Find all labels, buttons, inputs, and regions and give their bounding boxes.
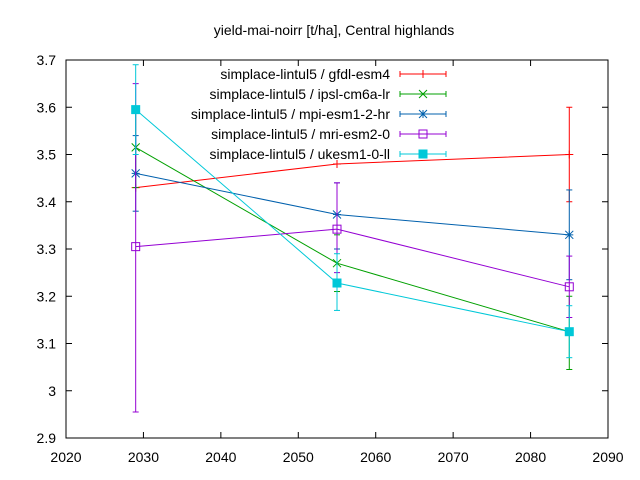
data-point xyxy=(332,278,342,288)
y-tick-label: 3.7 xyxy=(37,52,57,68)
x-tick-label: 2020 xyxy=(50,449,81,465)
series-line xyxy=(135,146,570,333)
x-tick-label: 2030 xyxy=(128,449,159,465)
legend-label: simplace-lintul5 / mri-esm2-0 xyxy=(211,126,390,142)
legend-marker xyxy=(419,70,427,78)
y-tick-label: 3.6 xyxy=(37,99,57,115)
legend-marker xyxy=(418,109,428,119)
y-tick-label: 2.9 xyxy=(37,430,57,446)
y-tick-label: 3.4 xyxy=(37,194,57,210)
series-layer xyxy=(131,64,574,413)
data-point xyxy=(564,327,574,337)
legend-label: simplace-lintul5 / ipsl-cm6a-lr xyxy=(210,86,391,102)
data-point xyxy=(565,150,574,159)
x-tick-label: 2070 xyxy=(438,449,469,465)
data-point xyxy=(332,224,342,234)
y-tick-label: 3.1 xyxy=(37,336,57,352)
series-line xyxy=(135,228,570,288)
data-point xyxy=(131,105,141,115)
legend-marker xyxy=(418,129,428,139)
legend-label: simplace-lintul5 / gfdl-esm4 xyxy=(220,66,390,82)
data-point xyxy=(333,159,341,168)
y-tick-label: 3 xyxy=(48,383,56,399)
y-tick-label: 3.2 xyxy=(37,288,57,304)
x-tick-label: 2050 xyxy=(283,449,314,465)
legend: simplace-lintul5 / gfdl-esm4 simplace-lin… xyxy=(191,66,447,162)
x-tick-label: 2080 xyxy=(515,449,546,465)
legend-label: simplace-lintul5 / mpi-esm1-2-hr xyxy=(191,106,391,122)
data-point xyxy=(564,230,574,240)
legend-label: simplace-lintul5 / ukesm1-0-ll xyxy=(209,146,390,162)
data-point xyxy=(131,242,141,252)
y-tick-label: 3.3 xyxy=(37,241,57,257)
legend-marker xyxy=(418,149,428,159)
chart-title: yield-mai-noirr [t/ha], Central highland… xyxy=(214,22,454,38)
x-tick-label: 2090 xyxy=(592,449,623,465)
axis-ticks: 2020 2030 2040 2050 2060 2070 2080 2090 2.9 3 3.1 3… xyxy=(37,52,624,465)
series-line xyxy=(135,109,570,333)
legend-marker xyxy=(418,89,428,99)
y-tick-label: 3.5 xyxy=(37,147,57,163)
data-point xyxy=(564,282,574,292)
x-tick-label: 2040 xyxy=(205,449,236,465)
series-line xyxy=(135,172,570,236)
x-tick-label: 2060 xyxy=(360,449,391,465)
series-4 xyxy=(131,64,574,359)
